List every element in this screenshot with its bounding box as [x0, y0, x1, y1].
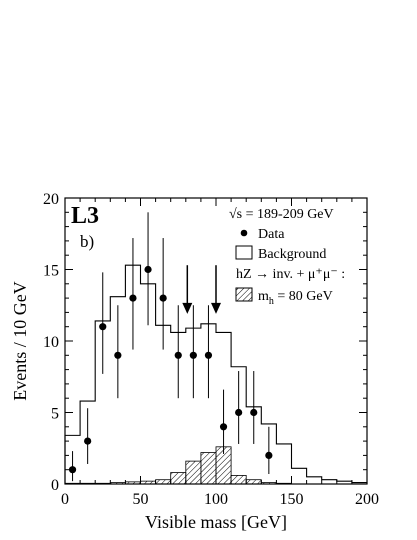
arrow-head [182, 302, 193, 314]
legend-signal-title: hZ → inv. + μ⁺μ⁻ : [236, 267, 345, 282]
x-tick-label: 100 [204, 491, 228, 508]
legend-background: Background [258, 247, 326, 262]
y-axis-label: Events / 10 GeV [10, 281, 30, 400]
signal-bar [64, 482, 81, 485]
legend-background-box [235, 245, 253, 260]
legend-energy: √s = 189-209 GeV [229, 207, 334, 222]
x-axis-label: Visible mass [GeV] [145, 512, 287, 532]
data-point [174, 351, 182, 359]
data-point [219, 423, 228, 431]
panel-label: b) [80, 232, 94, 251]
arrow-head [211, 302, 221, 314]
signal-bar [109, 482, 126, 485]
data-point [99, 323, 107, 331]
data-point [189, 351, 197, 359]
signal-bar [200, 452, 217, 485]
legend: √s = 189-209 GeV Data Background hZ → in… [229, 207, 345, 307]
signal-bar [125, 481, 141, 485]
signal-bar [260, 482, 277, 485]
data-point [68, 466, 77, 474]
data-point [250, 408, 258, 417]
signal-histogram [64, 446, 292, 485]
mass-window-arrows [182, 265, 221, 314]
background-step-line [64, 264, 368, 484]
x-tick-label: 50 [133, 491, 149, 508]
background-histogram [64, 264, 368, 484]
data-point [159, 294, 167, 302]
signal-bar [94, 482, 111, 485]
data-point [129, 294, 137, 302]
data-point [265, 451, 273, 459]
x-tick-label: 200 [355, 491, 379, 508]
data-points [68, 212, 273, 482]
data-point [114, 351, 122, 359]
data-point [84, 437, 92, 445]
x-tick-label: 0 [61, 491, 69, 508]
signal-bar [230, 475, 247, 485]
signal-bar [140, 480, 156, 485]
y-tick-label: 10 [43, 334, 59, 351]
signal-bar [245, 479, 262, 485]
data-point [144, 265, 152, 274]
x-tick-label: 150 [280, 491, 304, 508]
legend-signal: mh = 80 GeV [258, 289, 333, 307]
legend-data-marker [240, 229, 248, 237]
y-tick-label: 20 [43, 191, 59, 208]
signal-bar [275, 482, 292, 485]
plot-frame [64, 197, 368, 485]
axis-ticks: 0 50 100 150 200 0 5 10 15 20 [43, 191, 379, 508]
y-tick-label: 0 [51, 477, 59, 494]
y-tick-label: 5 [51, 406, 59, 423]
experiment-label: L3 [71, 203, 99, 229]
data-point [235, 408, 243, 417]
data-point [204, 351, 213, 359]
signal-bar [155, 479, 172, 485]
signal-bar [185, 460, 202, 485]
signal-bar [79, 482, 96, 485]
legend-signal-box [235, 287, 253, 302]
y-tick-label: 15 [43, 263, 59, 280]
legend-data: Data [258, 227, 285, 242]
signal-bar [170, 472, 187, 485]
